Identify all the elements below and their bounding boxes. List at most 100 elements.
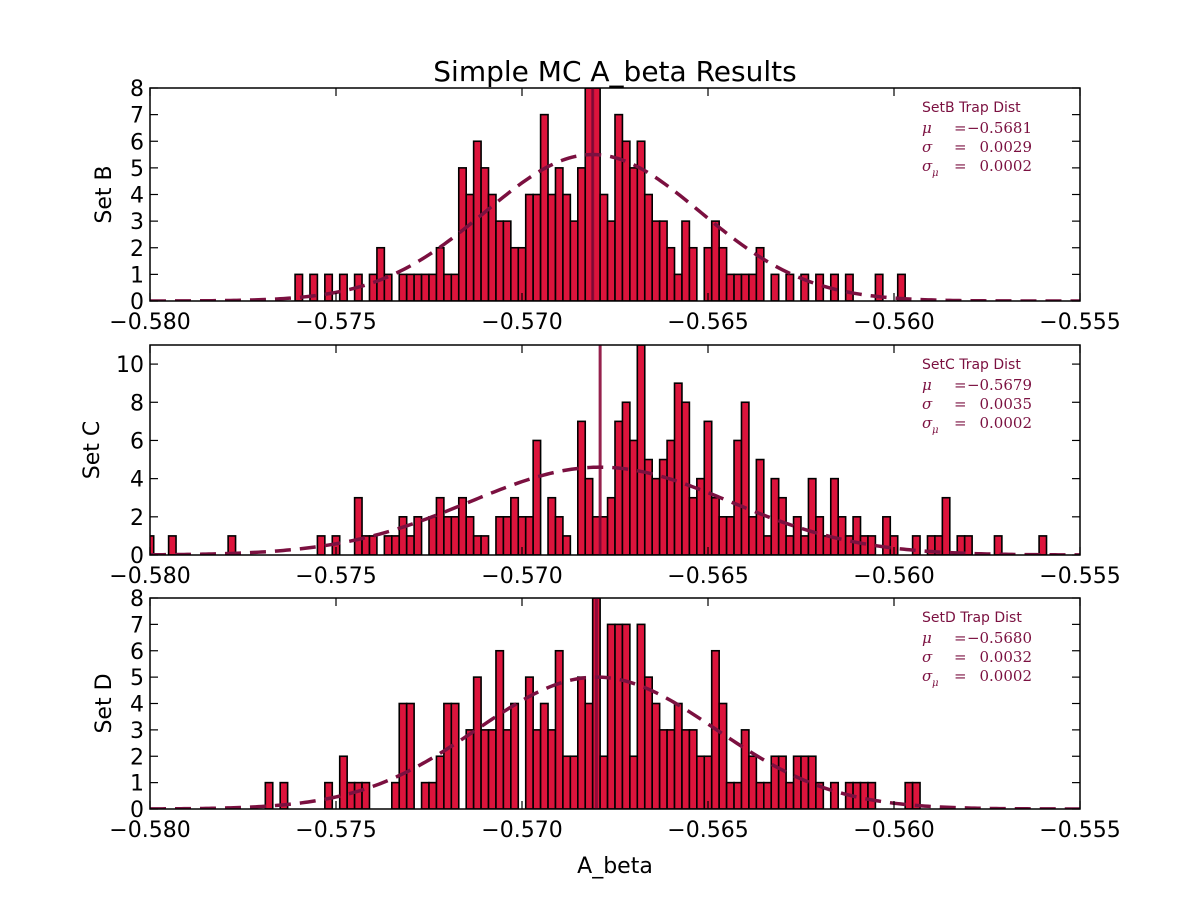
histogram-bar [785,535,795,555]
annotation-symbol: σ [922,648,933,666]
histogram-bar [398,702,408,809]
y-tick-label: 10 [116,353,144,378]
histogram-bar [815,273,825,301]
histogram-bar [324,273,334,301]
histogram-bar [762,781,773,809]
annotation-value: −0.5681 [967,119,1032,137]
histogram-bar [770,477,780,555]
histogram-bar [688,246,698,301]
histogram-bar [532,193,542,301]
histogram-bar [993,535,1003,555]
histogram-bar [681,729,691,809]
histogram-bar [829,781,840,809]
x-tick-label: −0.560 [853,564,934,589]
histogram-bar [562,193,572,301]
annotation-symbol: σ [922,157,933,175]
histogram-bar [428,781,438,809]
y-tick-label: 2 [130,237,144,262]
histogram-bar [495,220,505,301]
histogram-bar [710,220,720,301]
x-tick-label: −0.565 [667,310,748,335]
x-tick-label: −0.565 [667,564,748,589]
histogram-bar [599,755,609,809]
x-tick-label: −0.555 [1039,564,1120,589]
histogram-bar [867,535,877,555]
histogram-bar [309,273,319,301]
histogram-bar [748,755,758,809]
histogram-bar [435,246,445,301]
annotation-line: μ = −0.5679 [922,376,1032,394]
histogram-bar [889,535,899,555]
histogram-bar [666,246,676,301]
histogram-bar [435,755,445,809]
histogram-bar [576,420,587,555]
histogram-bar [829,477,840,555]
y-tick-label: 2 [130,506,144,531]
y-tick-label: 4 [130,693,144,718]
annotation-title: SetC Trap Dist [922,357,1021,373]
plot-area [150,598,1080,809]
histogram-bar [465,516,475,555]
gaussian-fit-line [150,152,1080,301]
annotation-symbol: σ [922,414,933,432]
histogram-bar [755,246,765,301]
histogram-bar [353,781,363,809]
histogram-bar [495,516,505,555]
histogram-bar [681,220,691,301]
annotation-subscript: μ [932,678,939,689]
histogram-bar [867,781,877,809]
histogram-bar [666,439,676,555]
y-tick-label: 3 [130,719,144,744]
histogram-bar [643,193,654,301]
histogram-bar [443,273,453,301]
histogram-bar [740,273,750,301]
histogram-bar [547,496,557,555]
histogram-bar [167,535,177,555]
histogram-bar [383,273,393,301]
histogram-bar [740,729,750,809]
gaussian-fit-line [150,675,1080,809]
histogram-bar [510,496,520,555]
subplot-1: −0.580 −0.575 −0.570 −0.565 −0.560 −0.555 0123… [92,77,1121,335]
histogram-bar [725,781,735,809]
histogram-bar [733,439,743,555]
histogram-bar [576,167,587,301]
histogram-bar [696,755,706,809]
histogram-bar [547,729,557,809]
annotation-line: σ μ = 0.0002 [922,414,1032,436]
annotation-line: σ μ = 0.0002 [922,157,1032,179]
histogram-bar [413,273,423,301]
x-tick-label: −0.580 [109,564,190,589]
histogram-bar [822,535,832,555]
histogram-bar [785,273,795,301]
histogram-bar [718,516,728,555]
histogram-bar [279,781,289,809]
histogram-bar [487,729,497,809]
annotation-equals: = [954,629,967,647]
histogram-bar [324,781,334,809]
x-tick-label: −0.560 [853,818,934,843]
histogram-bar [368,535,378,555]
histogram-bar [748,273,758,301]
histogram-bar [480,729,490,809]
histogram-bar [457,167,468,301]
annotation-value: 0.0029 [980,138,1033,156]
histogram-bar [227,535,237,555]
histogram-bar [815,781,825,809]
histogram-bar [606,623,616,809]
y-tick-label: 5 [130,157,144,182]
histogram-bar [510,246,520,301]
histogram-bar [390,535,401,555]
histogram-bar [815,516,825,555]
x-tick-label: −0.555 [1039,818,1120,843]
annotation-line: μ = −0.5681 [922,119,1032,137]
histogram-bar [554,516,564,555]
annotation-line: μ = −0.5680 [922,629,1032,647]
histogram-bar [524,193,534,301]
histogram-bar [755,458,765,555]
histogram-bar [629,439,639,555]
histogram-bar [762,535,773,555]
histogram-bar [844,535,854,555]
x-tick-label: −0.575 [295,310,376,335]
histogram-bar [472,676,482,809]
